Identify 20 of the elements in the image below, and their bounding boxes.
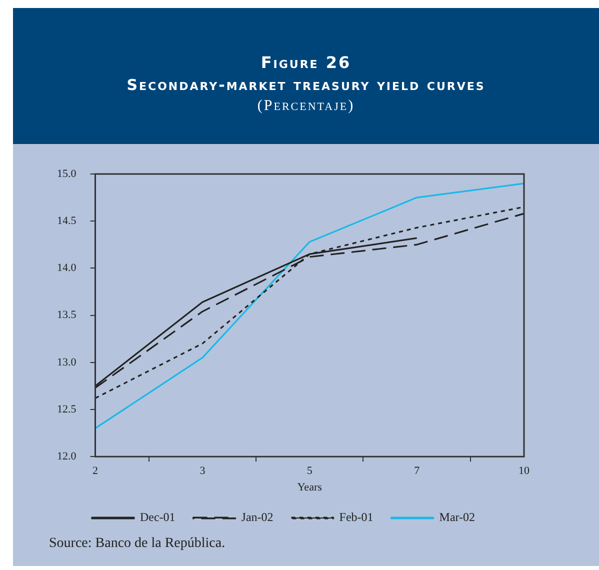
source-note: Source: Banco de la República. <box>48 535 226 553</box>
legend-label: Dec-01 <box>140 510 176 524</box>
y-tick-label: 12.5 <box>57 403 77 416</box>
y-tick-label: 12.0 <box>57 450 77 462</box>
x-tick-label: 3 <box>200 465 206 478</box>
x-tick-label: 7 <box>414 465 420 478</box>
y-tick-label: 15.0 <box>57 168 77 180</box>
legend-label: Feb-01 <box>339 510 374 524</box>
y-tick-label: 13.0 <box>57 356 77 368</box>
x-tick-label: 5 <box>306 465 313 478</box>
x-tick-label: 10 <box>518 465 530 478</box>
legend-label: Jan-02 <box>241 510 274 524</box>
x-tick-label: 2 <box>92 465 98 478</box>
chart-subtitle: Secondary-market treasury yield curves (Percentaje) <box>126 76 486 115</box>
x-axis-title: Years <box>297 481 322 494</box>
y-tick-label: 14.0 <box>57 262 77 274</box>
chart-title: Figure 26 <box>260 53 352 72</box>
legend-label: Mar-02 <box>439 510 476 524</box>
y-tick-label: 13.5 <box>57 309 77 322</box>
y-tick-label: 14.5 <box>57 214 77 227</box>
